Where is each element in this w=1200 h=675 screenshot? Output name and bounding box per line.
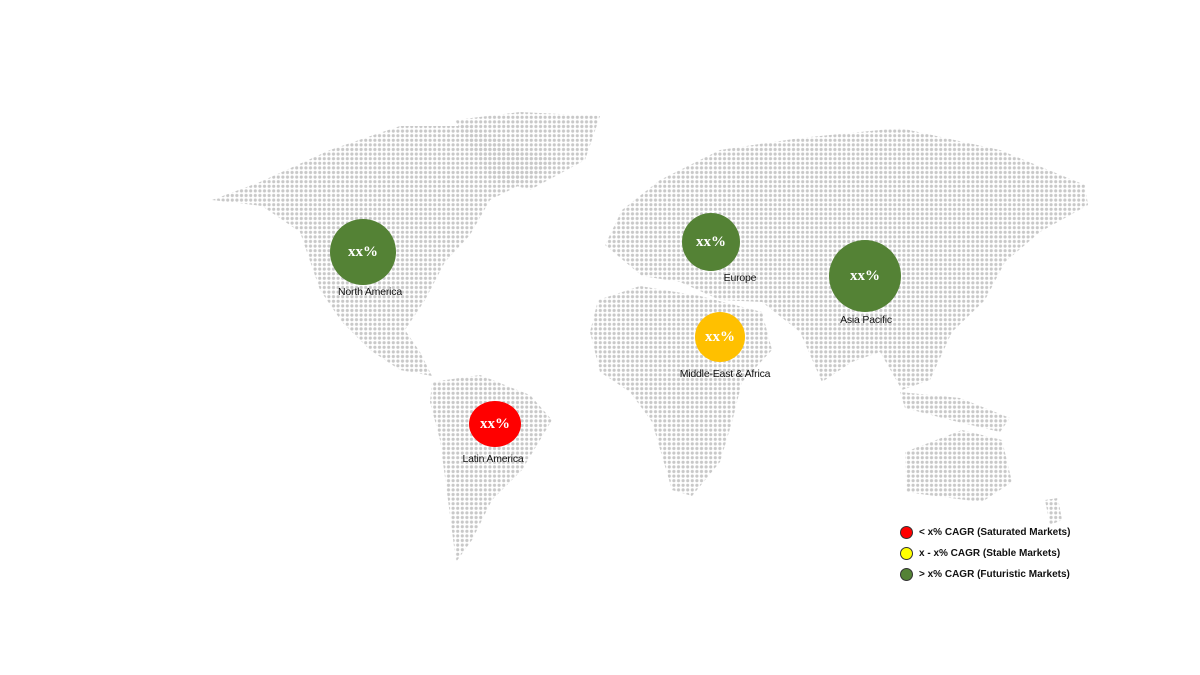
legend-label: x - x% CAGR (Stable Markets): [919, 548, 1061, 559]
africa-landmass: [590, 286, 772, 496]
legend-label: > x% CAGR (Futuristic Markets): [919, 569, 1070, 580]
europe-label: Europe: [723, 272, 757, 284]
europe-value: xx%: [696, 233, 726, 250]
southeast-asia-islands: [900, 392, 1010, 432]
middle-east-africa-label: Middle-East & Africa: [679, 368, 771, 380]
middle-east-africa-value: xx%: [705, 328, 735, 345]
north-america-bubble: xx%: [330, 219, 396, 285]
asia-pacific-value: xx%: [850, 267, 880, 284]
red-dot-icon: [900, 526, 913, 539]
yellow-dot-icon: [900, 547, 913, 560]
latin-america-value: xx%: [480, 415, 510, 432]
asia-pacific-bubble: xx%: [829, 240, 901, 312]
legend-label: < x% CAGR (Saturated Markets): [919, 527, 1071, 538]
greenland-landmass: [455, 112, 600, 190]
australia-landmass: [905, 430, 1012, 502]
europe-bubble: xx%: [682, 213, 740, 271]
north-america-value: xx%: [348, 243, 378, 260]
middle-east-africa-bubble: xx%: [695, 312, 745, 362]
legend-item-saturated: < x% CAGR (Saturated Markets): [900, 522, 1070, 543]
new-zealand-landmass: [1045, 498, 1062, 525]
north-america-label: North America: [338, 286, 402, 298]
south-america-landmass: [430, 375, 552, 562]
green-dot-icon: [900, 568, 913, 581]
legend: < x% CAGR (Saturated Markets) x - x% CAG…: [900, 522, 1070, 585]
legend-item-futuristic: > x% CAGR (Futuristic Markets): [900, 564, 1070, 585]
legend-item-stable: x - x% CAGR (Stable Markets): [900, 543, 1070, 564]
latin-america-label: Latin America: [462, 453, 524, 465]
asia-pacific-label: Asia Pacific: [840, 314, 892, 326]
latin-america-bubble: xx%: [469, 401, 521, 447]
